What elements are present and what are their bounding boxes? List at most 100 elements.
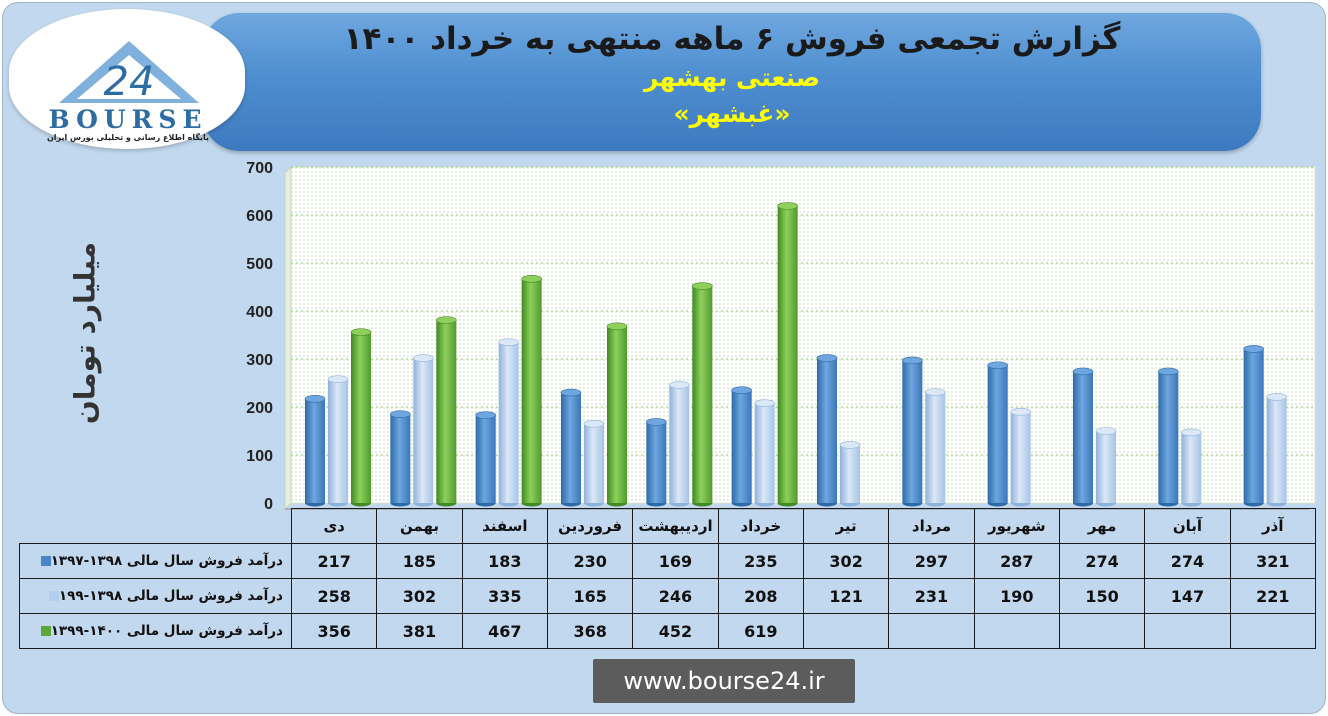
legend-entry: درآمد فروش سال مالی ۱۴۰۰-۱۳۹۹ xyxy=(19,613,292,649)
logo-wordmark: BOURSE xyxy=(48,105,208,134)
data-cell: 183 xyxy=(461,543,548,579)
data-cell: 169 xyxy=(632,543,719,579)
bar-series-2 xyxy=(925,388,946,507)
bar-series-1 xyxy=(475,411,496,507)
category-label: مهر xyxy=(1058,508,1146,544)
data-cell: 221 xyxy=(1229,578,1316,614)
legend-entry: درآمد فروش سال مالی ۱۳۹۸-۱۳۹۷ xyxy=(19,543,292,579)
data-cell xyxy=(973,613,1060,649)
table-row: درآمد فروش سال مالی ۱۴۰۰-۱۳۹۹ 356 381 467 36… xyxy=(19,613,1316,649)
data-cell: 190 xyxy=(973,578,1060,614)
data-cell: 467 xyxy=(461,613,548,649)
data-cell: 147 xyxy=(1144,578,1231,614)
bar-series-1 xyxy=(390,410,411,507)
data-cell: 335 xyxy=(461,578,548,614)
data-cell: 321 xyxy=(1229,543,1316,579)
legend-swatch-icon xyxy=(48,591,59,601)
y-tick-label: 500 xyxy=(246,256,273,273)
series-name: درآمد فروش سال مالی ۱۳۹۸-۱۹۹ xyxy=(58,588,283,604)
category-label: خرداد xyxy=(717,508,804,544)
data-cell: 217 xyxy=(290,543,378,579)
category-label: شهریور xyxy=(973,508,1060,544)
category-label: آبان xyxy=(1144,508,1231,544)
data-cell: 121 xyxy=(802,578,890,614)
data-cell: 297 xyxy=(888,543,975,579)
bar-series-2 xyxy=(327,375,349,507)
data-cell: 368 xyxy=(546,613,634,649)
bar-series-3 xyxy=(436,316,457,507)
legend-swatch-icon xyxy=(40,626,51,636)
category-label: تیر xyxy=(802,508,890,544)
y-tick-label: 300 xyxy=(246,352,273,369)
bar-series-2 xyxy=(413,354,434,507)
bar-series-1 xyxy=(1072,367,1094,507)
y-tick-label: 400 xyxy=(246,304,273,321)
bar-series-1 xyxy=(304,395,326,507)
website-link[interactable]: www.bourse24.ir xyxy=(593,659,855,703)
logo-tagline: پایگاه اطلاع رسانی و تحلیلی بورس ایران xyxy=(46,133,210,142)
bar-series-1 xyxy=(1243,345,1264,507)
bar-series-1 xyxy=(560,388,582,507)
plot-side-wall xyxy=(284,165,292,511)
bar-series-2 xyxy=(1181,428,1202,507)
data-cell: 231 xyxy=(888,578,975,614)
category-label: اردیبهشت xyxy=(632,508,719,544)
chart-subtitle: صنعتی بهشهر xyxy=(643,63,821,92)
data-cell: 230 xyxy=(546,543,634,579)
bar-series-3 xyxy=(606,322,628,507)
legend-swatch-icon xyxy=(40,556,51,566)
category-label: مرداد xyxy=(888,508,975,544)
bar-series-1 xyxy=(816,354,838,507)
bar-series-1 xyxy=(1158,367,1179,507)
table-header-row: دی بهمن اسفند فروردین اردیبهشت خرداد تیر مرداد ش… xyxy=(19,508,1316,544)
data-cell xyxy=(888,613,975,649)
bar-series-2 xyxy=(583,419,605,507)
y-tick-label: 600 xyxy=(246,208,273,225)
bar-series-2 xyxy=(498,338,519,507)
bar-series-1 xyxy=(646,418,667,507)
data-cell xyxy=(1144,613,1231,649)
chart-title: گزارش تجمعی فروش ۶ ماهه منتهی به خرداد ۱… xyxy=(343,21,1121,57)
bar-series-3 xyxy=(350,328,372,507)
bar-series-2 xyxy=(1095,427,1117,507)
company-symbol: «غبشهر» xyxy=(673,99,791,128)
bar-series-2 xyxy=(669,381,690,507)
category-label: بهمن xyxy=(376,508,463,544)
table-row: درآمد فروش سال مالی ۱۳۹۸-۱۳۹۷ 217 185 183 23… xyxy=(19,543,1316,579)
bar-chart: 0 100 200 300 400 500 600 700 xyxy=(246,160,1316,513)
table-corner xyxy=(19,508,292,544)
data-cell: 274 xyxy=(1144,543,1231,579)
bar-series-3 xyxy=(692,282,713,507)
data-cell: 356 xyxy=(290,613,378,649)
bar-series-2 xyxy=(839,441,861,507)
data-cell: 235 xyxy=(717,543,804,579)
category-label: فروردین xyxy=(546,508,634,544)
bar-series-1 xyxy=(987,361,1008,507)
data-cell: 208 xyxy=(717,578,804,614)
data-cell: 246 xyxy=(632,578,719,614)
data-cell: 150 xyxy=(1058,578,1146,614)
bar-series-1 xyxy=(902,356,923,507)
series-name: درآمد فروش سال مالی ۱۴۰۰-۱۳۹۹ xyxy=(50,623,283,639)
data-cell: 381 xyxy=(376,613,463,649)
data-cell xyxy=(1058,613,1146,649)
data-cell: 165 xyxy=(546,578,634,614)
legend-entry: درآمد فروش سال مالی ۱۳۹۸-۱۹۹ xyxy=(19,578,292,614)
y-tick-label: 0 xyxy=(264,496,273,513)
data-cell: 287 xyxy=(973,543,1060,579)
data-cell xyxy=(1229,613,1316,649)
bar-series-2 xyxy=(1266,393,1287,507)
data-cell: 302 xyxy=(802,543,890,579)
bar-series-1 xyxy=(731,386,752,507)
logo-mark-icon: 24 xyxy=(59,41,199,105)
data-cell xyxy=(802,613,890,649)
y-tick-label: 200 xyxy=(246,400,273,417)
data-cell: 302 xyxy=(376,578,463,614)
bourse24-logo: 24 BOURSE پایگاه اطلاع رسانی و تحلیلی بو… xyxy=(9,9,245,149)
logo-mark-text: 24 xyxy=(104,59,155,105)
category-label: دی xyxy=(290,508,378,544)
data-cell: 274 xyxy=(1058,543,1146,579)
category-label: اسفند xyxy=(461,508,548,544)
bar-series-3 xyxy=(521,275,542,507)
